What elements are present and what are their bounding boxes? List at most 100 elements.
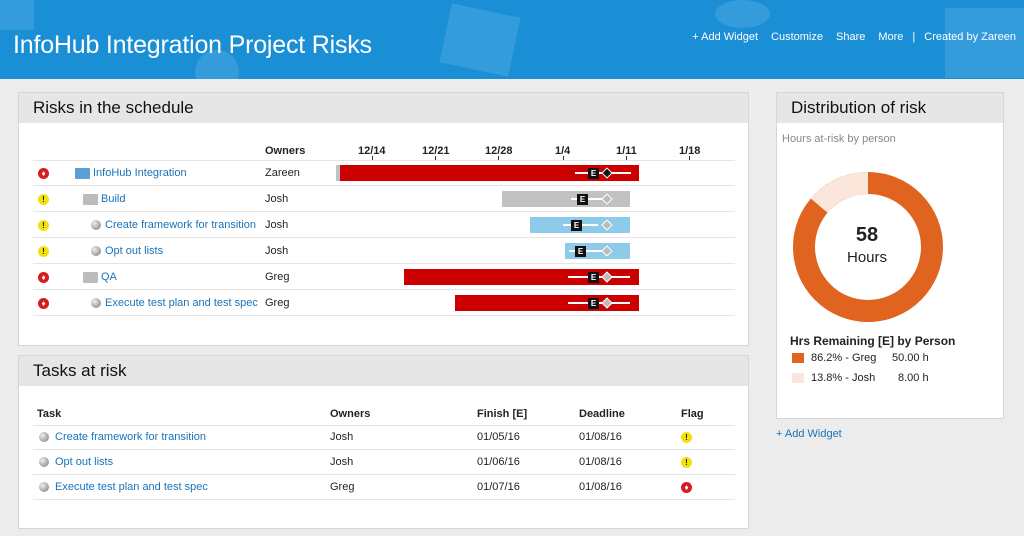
timeline-tick-label: 12/28 xyxy=(485,145,513,157)
schedule-item-owner: Zareen xyxy=(265,167,300,179)
estimate-range xyxy=(571,198,611,200)
schedule-item-name[interactable]: Create framework for transition xyxy=(105,219,256,231)
menu-separator: | xyxy=(912,31,916,43)
risk-flag-red-icon: ♦ xyxy=(38,272,49,283)
schedule-row[interactable]: ♦ QA Greg E xyxy=(33,265,735,290)
distribution-subtitle: Hours at-risk by person xyxy=(782,133,896,145)
timeline-tick-label: 1/11 xyxy=(616,145,637,157)
task-deadline: 01/08/16 xyxy=(579,481,622,493)
estimate-marker: E xyxy=(588,168,599,179)
schedule-item-name[interactable]: QA xyxy=(101,271,117,283)
column-header-flag: Flag xyxy=(681,408,704,420)
gantt-bar[interactable] xyxy=(404,269,639,285)
task-link[interactable]: Execute test plan and test spec xyxy=(55,481,208,493)
header-decoration xyxy=(195,50,239,79)
estimate-marker: E xyxy=(577,194,588,205)
column-header-deadline: Deadline xyxy=(579,408,625,420)
risk-flag-yellow-icon: ! xyxy=(38,194,49,205)
owners-column-header: Owners xyxy=(265,145,306,157)
estimate-range xyxy=(568,302,630,304)
sidebar-add-widget-link[interactable]: + Add Widget xyxy=(776,428,842,440)
header-decoration xyxy=(945,8,1024,78)
column-header-finish: Finish [E] xyxy=(477,408,528,420)
distribution-panel: Distribution of risk Hours at-risk by pe… xyxy=(776,92,1004,419)
share-link[interactable]: Share xyxy=(836,31,866,43)
estimate-marker: E xyxy=(588,298,599,309)
task-icon xyxy=(39,432,49,442)
more-link[interactable]: More xyxy=(878,31,904,43)
gantt-bar[interactable] xyxy=(502,191,630,207)
donut-center-unit: Hours xyxy=(846,249,887,266)
timeline-tick xyxy=(435,156,436,161)
header-decoration xyxy=(715,0,770,28)
schedule-item-name[interactable]: Execute test plan and test spec xyxy=(105,297,258,309)
risk-flag-red-icon: ♦ xyxy=(38,298,49,309)
timeline-tick-label: 12/21 xyxy=(422,145,450,157)
task-icon xyxy=(91,220,101,230)
timeline-tick-label: 1/4 xyxy=(555,145,571,157)
customize-link[interactable]: Customize xyxy=(771,31,823,43)
add-widget-link[interactable]: + Add Widget xyxy=(692,31,759,43)
header-decoration xyxy=(0,0,34,30)
task-owner: Greg xyxy=(330,481,355,493)
folder-icon xyxy=(83,194,98,205)
schedule-item-name[interactable]: Build xyxy=(101,193,126,205)
task-owner: Josh xyxy=(330,431,354,443)
schedule-item-owner: Josh xyxy=(265,245,289,257)
task-finish: 01/06/16 xyxy=(477,456,520,468)
column-header-task: Task xyxy=(37,408,62,420)
distribution-panel-title: Distribution of risk xyxy=(777,93,1003,123)
legend-label: 86.2% - Greg xyxy=(811,352,877,364)
task-finish: 01/07/16 xyxy=(477,481,520,493)
created-by-link[interactable]: Created by Zareen xyxy=(924,31,1016,43)
header-divider xyxy=(33,160,735,161)
estimate-range xyxy=(568,276,630,278)
donut-slice-greg[interactable] xyxy=(793,172,943,322)
estimate-marker: E xyxy=(575,246,586,257)
table-row[interactable]: Create framework for transition Josh 01/… xyxy=(33,425,735,450)
schedule-item-owner: Greg xyxy=(265,297,290,309)
page-title: InfoHub Integration Project Risks xyxy=(13,31,372,59)
timeline-tick xyxy=(498,156,499,161)
schedule-item-owner: Josh xyxy=(265,219,289,231)
timeline-tick xyxy=(372,156,373,161)
legend-swatch xyxy=(792,373,804,383)
table-row[interactable]: Execute test plan and test spec Greg 01/… xyxy=(33,475,735,500)
schedule-panel: Risks in the schedule Owners 12/14 12/21… xyxy=(18,92,749,346)
estimate-marker: E xyxy=(588,272,599,283)
schedule-panel-title: Risks in the schedule xyxy=(19,93,748,123)
header-divider xyxy=(33,425,735,426)
schedule-row[interactable]: ♦ Execute test plan and test spec Greg E xyxy=(33,291,735,316)
donut-chart[interactable] xyxy=(790,169,946,325)
schedule-row[interactable]: ! Create framework for transition Josh E xyxy=(33,213,735,238)
risk-flag-yellow-icon: ! xyxy=(681,457,692,468)
timeline-tick xyxy=(563,156,564,161)
schedule-item-owner: Josh xyxy=(265,193,289,205)
table-row[interactable]: Opt out lists Josh 01/06/16 01/08/16 ! xyxy=(33,450,735,475)
gantt-bar[interactable] xyxy=(340,165,639,181)
folder-icon xyxy=(83,272,98,283)
legend-label: 13.8% - Josh xyxy=(811,372,876,384)
estimate-marker: E xyxy=(571,220,582,231)
schedule-item-name[interactable]: Opt out lists xyxy=(105,245,164,257)
risk-flag-yellow-icon: ! xyxy=(681,432,692,443)
task-finish: 01/05/16 xyxy=(477,431,520,443)
task-deadline: 01/08/16 xyxy=(579,456,622,468)
task-link[interactable]: Create framework for transition xyxy=(55,431,206,443)
donut-center-value: 58 xyxy=(855,224,879,246)
timeline-tick-label: 12/14 xyxy=(358,145,386,157)
schedule-item-name[interactable]: InfoHub Integration xyxy=(93,167,187,179)
task-deadline: 01/08/16 xyxy=(579,431,622,443)
schedule-row[interactable]: ! Build Josh E xyxy=(33,187,735,212)
donut-slice-josh[interactable] xyxy=(810,172,869,214)
legend-swatch xyxy=(792,353,804,363)
schedule-row[interactable]: ♦ InfoHub Integration Zareen E xyxy=(33,161,735,186)
header-menu: + Add Widget Customize Share More | Crea… xyxy=(679,31,1016,43)
gantt-bar-lead xyxy=(336,165,341,181)
schedule-row[interactable]: ! Opt out lists Josh E xyxy=(33,239,735,264)
tasks-panel-title: Tasks at risk xyxy=(19,356,748,386)
task-icon xyxy=(91,246,101,256)
task-link[interactable]: Opt out lists xyxy=(55,456,114,468)
header-decoration xyxy=(439,3,521,77)
task-owner: Josh xyxy=(330,456,354,468)
